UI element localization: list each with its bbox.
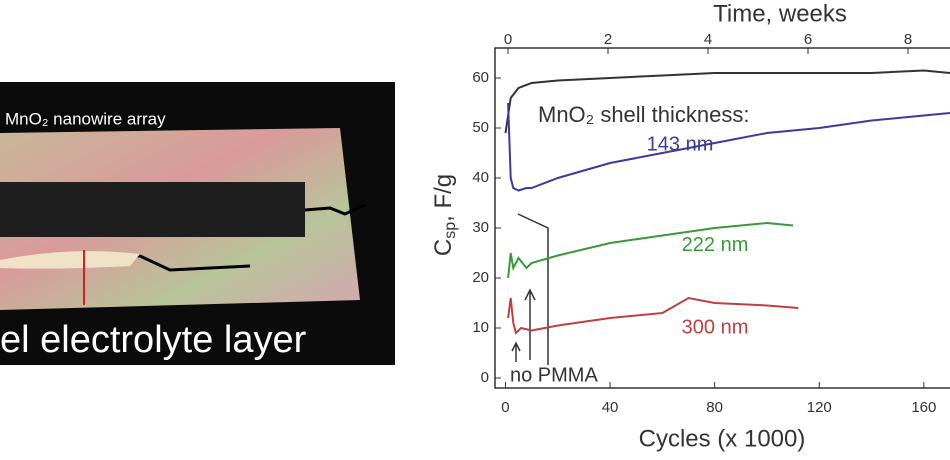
annotation: no PMMA [510,364,598,386]
y-tick-label: 40 [472,169,489,186]
series-line [507,102,950,192]
photo-label: MnO₂ nanowire array [5,109,166,128]
y-title-part: , F/g [430,174,457,222]
y-tick-label: 50 [472,119,489,136]
gel-edge [0,251,140,269]
x-tick-label: 80 [706,399,723,416]
x2-tick-label: 2 [604,31,612,48]
x-tick-label: 120 [807,399,832,416]
crack [304,203,366,216]
series-line [507,221,794,279]
series-label: 300 nm [682,316,749,338]
series-line [504,69,950,134]
photo-label: el electrolyte layer [0,319,307,361]
bracket [517,213,549,365]
chart: Cycles (x 1000) Time, weeks Csp, F/g MnO… [430,0,950,452]
series-label: 222 nm [682,234,749,256]
y-tick-label: 20 [472,269,489,286]
y-tick-label: 60 [472,69,489,86]
x-tick-label: 0 [501,399,509,416]
series-line [507,296,799,335]
x-tick-label: 40 [602,399,619,416]
x2-tick-label: 8 [904,31,912,48]
y-title-sub: sp [442,222,459,239]
x2-axis-title: Time, weeks [713,0,847,27]
x-axis-title: Cycles (x 1000) [639,425,806,452]
y-axis-title: Csp, F/g [430,174,459,256]
annotation: MnO₂ shell thickness: [538,102,750,127]
y-tick-label: 30 [472,219,489,236]
y-tick-label: 10 [472,319,489,336]
series-label: 143 nm [647,133,714,155]
y-title-part: C [430,239,457,256]
electrode [0,182,305,237]
arrows [511,288,536,362]
y-tick-label: 0 [481,369,489,386]
photo: MnO₂ nanowire array el electrolyte layer [0,82,395,365]
x-tick-label: 160 [911,399,936,416]
plot-frame [494,47,950,389]
x2-tick-label: 6 [804,31,812,48]
x2-tick-label: 0 [504,31,512,48]
x2-tick-label: 4 [704,31,712,48]
